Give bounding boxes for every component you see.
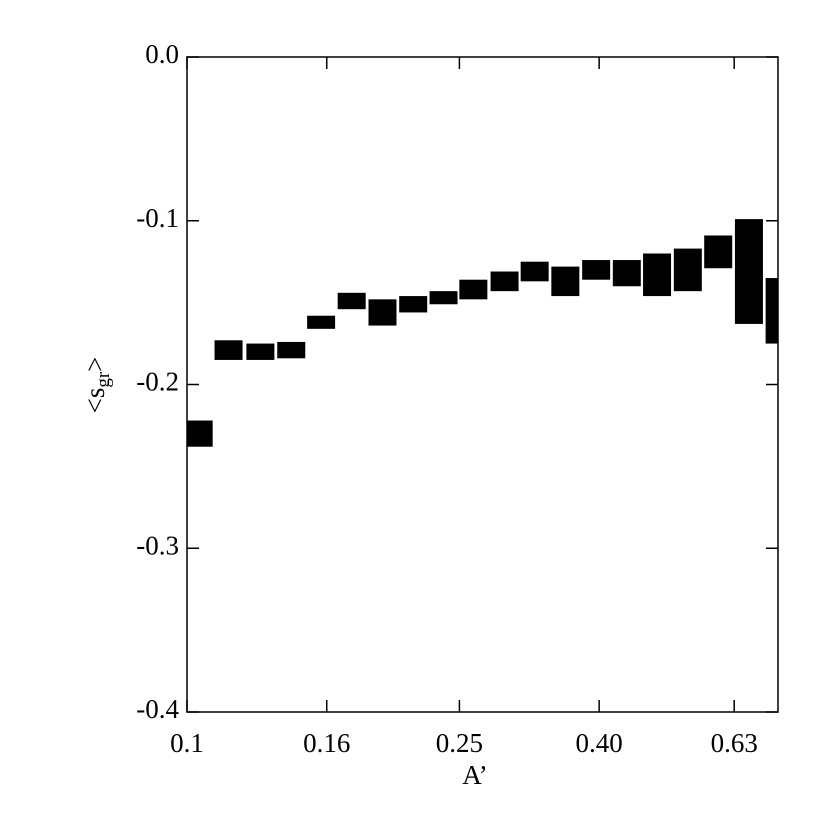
x-tick-label: 0.63 — [711, 728, 758, 758]
error-box — [673, 248, 702, 292]
error-box — [277, 341, 306, 359]
x-tick-label: 0.1 — [170, 728, 204, 758]
error-box — [399, 296, 428, 313]
x-tick-label: 0.16 — [303, 728, 350, 758]
error-box — [246, 343, 275, 360]
plot-area — [187, 219, 778, 447]
error-box — [520, 261, 549, 282]
error-box — [459, 279, 488, 300]
error-box — [490, 271, 519, 292]
error-box — [765, 278, 778, 344]
y-tick-label: -0.4 — [136, 694, 179, 724]
error-box — [214, 340, 243, 360]
x-tick-label: 0.25 — [436, 728, 483, 758]
error-box — [368, 299, 397, 326]
error-box — [337, 292, 366, 310]
y-label-subscript: gr — [93, 371, 114, 388]
error-box — [551, 266, 580, 297]
error-box — [307, 315, 336, 329]
y-label-text: <s — [80, 388, 110, 414]
error-box — [704, 235, 733, 269]
error-box — [582, 260, 611, 280]
y-tick-label: -0.1 — [136, 203, 179, 233]
y-tick-label: -0.3 — [136, 530, 179, 560]
error-box — [612, 260, 641, 287]
x-tick-label: 0.40 — [576, 728, 623, 758]
y-tick-label: 0.0 — [145, 39, 179, 69]
plot-frame — [186, 56, 779, 713]
y-tick-label: -0.2 — [136, 367, 179, 397]
y-label-close: > — [80, 357, 110, 372]
error-box — [734, 219, 763, 324]
x-axis-label: A’ — [462, 760, 488, 790]
error-box — [429, 291, 458, 305]
error-box — [187, 420, 213, 447]
error-box — [643, 253, 672, 297]
y-axis-label: <sgr> — [80, 357, 114, 414]
